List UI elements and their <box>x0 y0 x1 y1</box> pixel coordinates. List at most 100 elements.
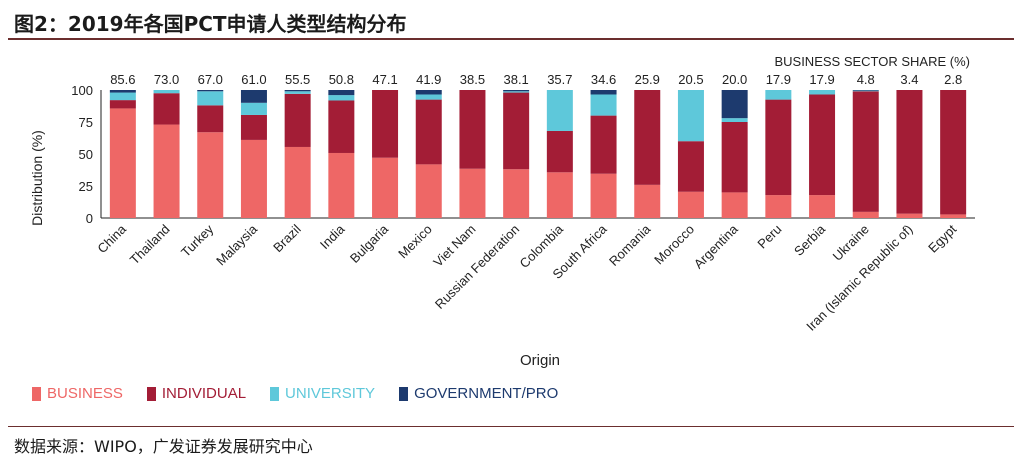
bar-segment-university <box>765 90 792 100</box>
business-share-label: 85.6 <box>110 72 135 87</box>
bar-segment-individual <box>284 93 311 147</box>
bar-segment-individual <box>940 90 967 215</box>
bar-segment-business <box>896 213 923 218</box>
business-share-label: 20.0 <box>722 72 747 87</box>
bar-segment-business <box>415 164 442 218</box>
bar-segment-government <box>590 90 617 95</box>
legend: BUSINESS INDIVIDUAL UNIVERSITY GOVERNMEN… <box>32 385 558 402</box>
bar-segment-government <box>721 90 748 119</box>
y-axis-label: Distribution (%) <box>29 130 45 226</box>
bar-segment-individual <box>372 90 399 158</box>
business-share-label: 3.4 <box>900 72 918 87</box>
bar-segment-government <box>415 90 442 95</box>
bar-segment-business <box>503 169 530 218</box>
bar-segment-university <box>109 92 136 101</box>
bar-segment-government <box>284 90 311 92</box>
bar-segment-university <box>546 90 573 131</box>
business-share-label: 35.7 <box>547 72 572 87</box>
x-axis-label: Origin <box>520 352 560 369</box>
bar-segment-business <box>765 195 792 218</box>
y-tick-label: 75 <box>79 115 93 130</box>
category-label: Egypt <box>925 221 959 255</box>
category-label: Thailand <box>127 222 173 268</box>
legend-swatch-business <box>32 386 41 401</box>
category-label: Peru <box>754 222 784 252</box>
business-share-label: 38.5 <box>460 72 485 87</box>
bar-segment-individual <box>240 114 267 140</box>
y-tick-label: 100 <box>71 83 93 98</box>
bar-segment-individual <box>765 99 792 196</box>
bar-segment-business <box>459 168 486 218</box>
legend-item-government: GOVERNMENT/PRO <box>399 385 558 402</box>
category-label: Turkey <box>178 221 217 260</box>
bar-segment-university <box>240 102 267 115</box>
bar-segment-individual <box>721 122 748 193</box>
bar-segment-business <box>940 214 967 218</box>
legend-swatch-government <box>399 386 409 401</box>
category-label: Argentina <box>691 221 742 272</box>
business-share-label: 4.8 <box>857 72 875 87</box>
business-share-label: 20.5 <box>678 72 703 87</box>
bar-segment-individual <box>197 105 224 133</box>
legend-swatch-university <box>270 386 280 401</box>
bar-segment-university <box>852 90 879 92</box>
bar-segment-government <box>503 90 530 92</box>
bar-segment-business <box>240 139 267 218</box>
top-rule <box>8 38 1014 40</box>
y-tick-label: 0 <box>86 211 93 226</box>
legend-item-university: UNIVERSITY <box>270 385 375 402</box>
bar-segment-business <box>109 108 136 218</box>
legend-swatch-individual <box>146 386 156 401</box>
legend-item-individual: INDIVIDUAL <box>146 385 247 402</box>
category-label: India <box>317 221 348 252</box>
legend-label-individual: INDIVIDUAL <box>161 385 247 402</box>
category-label: Brazil <box>270 221 304 255</box>
bar-segment-business <box>590 173 617 218</box>
bar-segment-individual <box>459 90 486 169</box>
business-share-heading: BUSINESS SECTOR SHARE (%) <box>774 54 970 69</box>
bar-segment-university <box>809 90 836 95</box>
legend-label-government: GOVERNMENT/PRO <box>414 385 559 402</box>
source-note: 数据来源：WIPO，广发证券发展研究中心 <box>14 437 313 456</box>
bar-segment-individual <box>415 99 442 165</box>
y-tick-label: 50 <box>79 147 93 162</box>
category-label: China <box>94 221 129 256</box>
business-share-label: 61.0 <box>241 72 266 87</box>
stacked-bar-chart: Distribution (%) Origin BUSINESS SECTOR … <box>29 54 975 369</box>
bar-segment-individual <box>503 92 530 170</box>
bar-segment-business <box>153 124 180 218</box>
legend-label-business: BUSINESS <box>47 385 123 402</box>
bar-segment-business <box>809 195 836 218</box>
business-share-label: 38.1 <box>503 72 528 87</box>
business-share-label: 41.9 <box>416 72 441 87</box>
business-share-label: 34.6 <box>591 72 616 87</box>
category-label: Bulgaria <box>347 221 392 266</box>
bar-segment-business <box>634 184 661 218</box>
bar-segment-university <box>503 91 530 93</box>
business-share-label: 25.9 <box>635 72 660 87</box>
business-share-label: 50.8 <box>329 72 354 87</box>
bar-segment-university <box>284 91 311 94</box>
bar-segment-university <box>328 95 355 101</box>
bar-segment-individual <box>677 141 704 192</box>
bar-segment-government <box>240 90 267 103</box>
bottom-rule <box>8 426 1014 427</box>
bar-segment-individual <box>634 90 661 185</box>
business-share-label: 17.9 <box>809 72 834 87</box>
bar-segment-individual <box>109 100 136 109</box>
bar-segment-university <box>153 90 180 94</box>
category-label: Russian Federation <box>432 222 522 312</box>
business-share-label: 67.0 <box>198 72 223 87</box>
bar-segment-business <box>852 211 879 218</box>
category-label: Mexico <box>395 222 435 262</box>
bar-segment-business <box>677 191 704 218</box>
bar-segment-business <box>372 157 399 218</box>
bar-segment-business <box>721 192 748 218</box>
bar-segment-business <box>197 132 224 218</box>
y-tick-label: 25 <box>79 179 93 194</box>
bar-segment-university <box>415 94 442 100</box>
bar-segment-individual <box>852 91 879 212</box>
business-share-label: 2.8 <box>944 72 962 87</box>
bar-segment-university <box>197 91 224 106</box>
bar-segment-individual <box>328 100 355 153</box>
